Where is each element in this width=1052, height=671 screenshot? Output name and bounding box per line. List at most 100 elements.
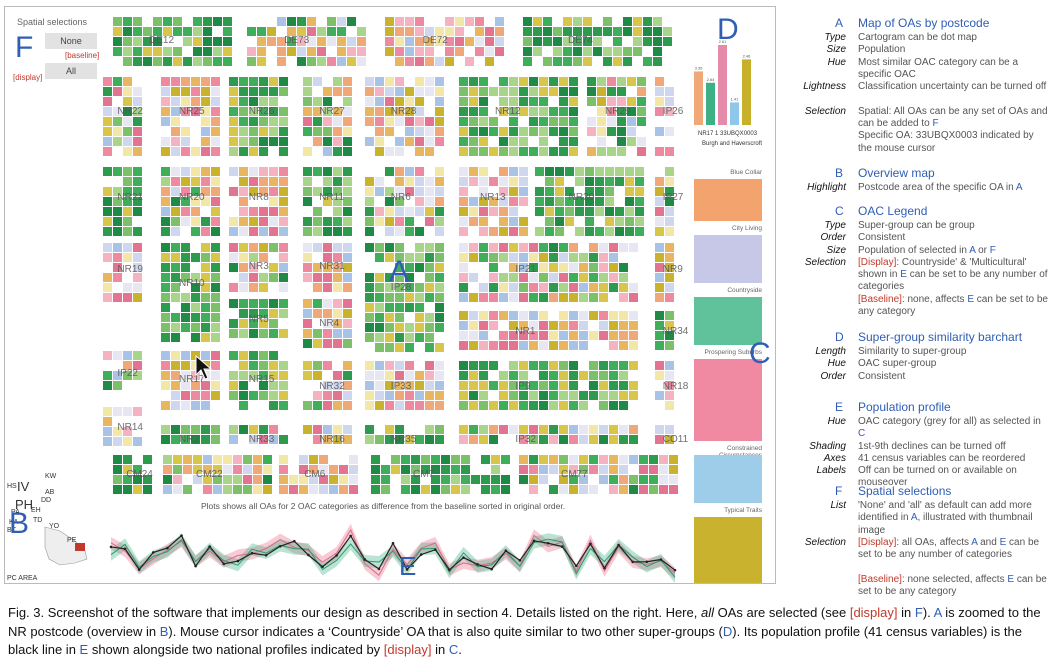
oa-cell[interactable] [191,293,200,302]
oa-cell[interactable] [313,401,322,410]
oa-cell[interactable] [239,283,248,292]
oa-cell[interactable] [391,455,400,464]
oa-cell[interactable] [269,87,278,96]
oa-cell[interactable] [123,117,132,126]
oa-cell[interactable] [489,127,498,136]
oa-cell[interactable] [415,227,424,236]
oa-cell[interactable] [375,217,384,226]
oa-cell[interactable] [609,321,618,330]
oa-cell[interactable] [585,207,594,216]
oa-cell[interactable] [519,371,528,380]
oa-cell[interactable] [519,465,528,474]
oa-cell[interactable] [313,263,322,272]
oa-cell[interactable] [191,187,200,196]
oa-cell[interactable] [385,253,394,262]
oa-cell[interactable] [333,299,342,308]
oa-cell[interactable] [211,323,220,332]
oa-cell[interactable] [191,425,200,434]
oa-cell[interactable] [171,197,180,206]
oa-cell[interactable] [181,313,190,322]
oa-cell[interactable] [519,227,528,236]
oa-cell[interactable] [279,167,288,176]
oa-cell[interactable] [405,227,414,236]
oa-cell[interactable] [585,167,594,176]
oa-cell[interactable] [375,147,384,156]
oa-cell[interactable] [559,401,568,410]
oa-cell[interactable] [313,339,322,348]
oa-cell[interactable] [583,37,592,46]
oa-cell[interactable] [445,17,454,26]
oa-cell[interactable] [161,167,170,176]
oa-cell[interactable] [599,391,608,400]
oa-cell[interactable] [653,27,662,36]
oa-cell[interactable] [459,127,468,136]
oa-cell[interactable] [385,77,394,86]
oa-cell[interactable] [385,333,394,342]
oa-cell[interactable] [269,217,278,226]
oa-cell[interactable] [587,127,596,136]
oa-cell[interactable] [123,187,132,196]
oa-cell[interactable] [211,293,220,302]
oa-cell[interactable] [133,147,142,156]
postcode-block[interactable] [229,425,295,451]
oa-cell[interactable] [395,177,404,186]
oa-cell[interactable] [303,227,312,236]
oa-cell[interactable] [385,361,394,370]
oa-cell[interactable] [401,465,410,474]
oa-cell[interactable] [229,227,238,236]
oa-cell[interactable] [191,283,200,292]
oa-cell[interactable] [113,263,122,272]
oa-cell[interactable] [211,371,220,380]
oa-cell[interactable] [201,313,210,322]
oa-cell[interactable] [479,177,488,186]
oa-cell[interactable] [435,107,444,116]
oa-cell[interactable] [603,17,612,26]
oa-cell[interactable] [509,147,518,156]
oa-cell[interactable] [173,27,182,36]
oa-cell[interactable] [489,207,498,216]
oa-cell[interactable] [343,97,352,106]
oa-cell[interactable] [201,217,210,226]
oa-cell[interactable] [609,283,618,292]
oa-cell[interactable] [559,311,568,320]
oa-cell[interactable] [365,391,374,400]
oa-cell[interactable] [529,341,538,350]
oa-cell[interactable] [193,465,202,474]
oa-cell[interactable] [425,77,434,86]
oa-cell[interactable] [181,323,190,332]
oa-cell[interactable] [365,137,374,146]
oa-cell[interactable] [201,425,210,434]
oa-cell[interactable] [499,197,508,206]
oa-cell[interactable] [629,293,638,302]
oa-cell[interactable] [665,263,674,272]
oa-cell[interactable] [385,401,394,410]
postcode-block[interactable] [161,77,221,161]
oa-cell[interactable] [249,263,258,272]
oa-cell[interactable] [619,263,628,272]
oa-cell[interactable] [469,97,478,106]
oa-cell[interactable] [259,309,268,318]
oa-cell[interactable] [455,47,464,56]
oa-cell[interactable] [489,425,498,434]
oa-cell[interactable] [303,329,312,338]
oa-cell[interactable] [395,273,404,282]
oa-cell[interactable] [401,455,410,464]
oa-cell[interactable] [555,197,564,206]
oa-cell[interactable] [385,273,394,282]
oa-cell[interactable] [509,177,518,186]
oa-cell[interactable] [619,435,628,444]
oa-cell[interactable] [405,87,414,96]
oa-cell[interactable] [553,37,562,46]
oa-cell[interactable] [499,77,508,86]
oa-cell[interactable] [113,227,122,236]
oa-cell[interactable] [421,455,430,464]
oa-cell[interactable] [523,57,532,66]
oa-cell[interactable] [171,425,180,434]
oa-cell[interactable] [133,167,142,176]
oa-cell[interactable] [313,207,322,216]
oa-cell[interactable] [339,475,348,484]
oa-cell[interactable] [349,465,358,474]
oa-cell[interactable] [665,381,674,390]
oa-cell[interactable] [587,77,596,86]
oa-cell[interactable] [509,227,518,236]
